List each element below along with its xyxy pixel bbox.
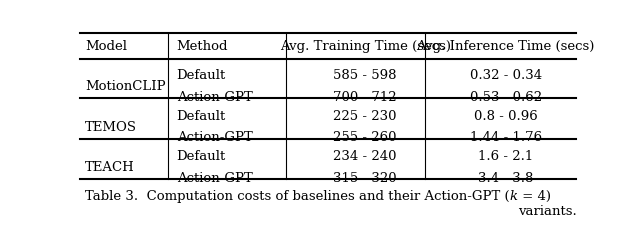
Text: 1.44 - 1.76: 1.44 - 1.76 bbox=[470, 132, 541, 144]
Text: k: k bbox=[509, 190, 518, 203]
Text: Action-GPT: Action-GPT bbox=[177, 172, 252, 185]
Text: Avg. Inference Time (secs): Avg. Inference Time (secs) bbox=[417, 40, 595, 54]
Text: 3.4 - 3.8: 3.4 - 3.8 bbox=[478, 172, 533, 185]
Text: Default: Default bbox=[177, 110, 226, 123]
Text: Method: Method bbox=[177, 40, 228, 54]
Text: = 4)
variants.: = 4) variants. bbox=[518, 190, 577, 218]
Text: 315 - 320: 315 - 320 bbox=[333, 172, 397, 185]
Text: 1.6 - 2.1: 1.6 - 2.1 bbox=[478, 150, 533, 163]
Text: Action-GPT: Action-GPT bbox=[177, 91, 252, 104]
Text: Model: Model bbox=[85, 40, 127, 54]
Text: TEMOS: TEMOS bbox=[85, 121, 137, 134]
Text: Avg. Training Time (secs): Avg. Training Time (secs) bbox=[280, 40, 451, 54]
Text: Table 3.  Computation costs of baselines and their Action-GPT (: Table 3. Computation costs of baselines … bbox=[85, 190, 509, 203]
Text: MotionCLIP: MotionCLIP bbox=[85, 80, 166, 93]
Text: 0.8 - 0.96: 0.8 - 0.96 bbox=[474, 110, 538, 123]
Text: 700 - 712: 700 - 712 bbox=[333, 91, 397, 104]
Text: 234 - 240: 234 - 240 bbox=[333, 150, 397, 163]
Text: 255 - 260: 255 - 260 bbox=[333, 132, 397, 144]
Text: TEACH: TEACH bbox=[85, 161, 134, 174]
Text: 585 - 598: 585 - 598 bbox=[333, 69, 397, 82]
Text: 0.32 - 0.34: 0.32 - 0.34 bbox=[470, 69, 541, 82]
Text: 0.53 - 0.62: 0.53 - 0.62 bbox=[470, 91, 541, 104]
Text: Default: Default bbox=[177, 150, 226, 163]
Text: Default: Default bbox=[177, 69, 226, 82]
Text: 225 - 230: 225 - 230 bbox=[333, 110, 397, 123]
Text: Action-GPT: Action-GPT bbox=[177, 132, 252, 144]
